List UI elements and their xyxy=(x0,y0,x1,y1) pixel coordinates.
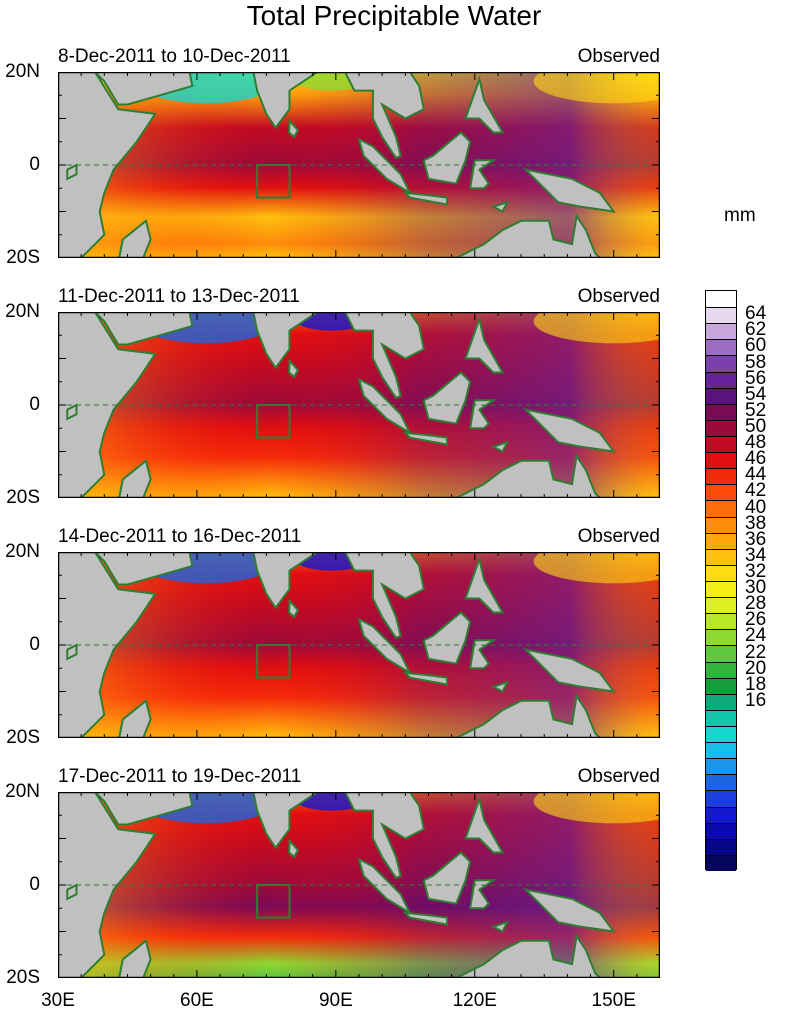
colorbar-swatch xyxy=(706,484,736,501)
colorbar-swatch xyxy=(706,419,736,436)
panel-status: Observed xyxy=(577,526,660,547)
colorbar-label: 44 xyxy=(745,464,767,486)
colorbar-label: 56 xyxy=(745,367,767,389)
latitude-label: 0 xyxy=(29,634,40,655)
colorbar-label: 24 xyxy=(745,625,767,647)
colorbar-swatch xyxy=(706,742,736,759)
latitude-label: 0 xyxy=(29,154,40,175)
colorbar-label: 16 xyxy=(745,689,767,711)
colorbar-label: 38 xyxy=(745,512,767,534)
tpw-map-panel xyxy=(58,552,660,738)
chart-title: Total Precipitable Water xyxy=(246,0,542,31)
colorbar-swatch xyxy=(706,822,736,839)
colorbar-swatch xyxy=(706,838,736,855)
colorbar-swatch xyxy=(706,355,736,372)
panel-date-range: 17-Dec-2011 to 19-Dec-2011 xyxy=(58,766,302,787)
panel-status: Observed xyxy=(577,46,660,67)
colorbar-swatch xyxy=(706,613,736,630)
unit-label: mm xyxy=(724,205,756,226)
colorbar-swatch xyxy=(706,452,736,469)
colorbar-swatch xyxy=(706,677,736,694)
colorbar-swatch xyxy=(706,403,736,420)
colorbar-label: 28 xyxy=(745,593,767,615)
colorbar-label: 40 xyxy=(745,496,767,518)
colorbar xyxy=(705,290,737,871)
colorbar-swatch xyxy=(706,758,736,775)
tpw-map-panel xyxy=(58,312,660,498)
colorbar-swatch xyxy=(706,726,736,743)
panel-date-range: 14-Dec-2011 to 16-Dec-2011 xyxy=(58,526,302,547)
panel-status: Observed xyxy=(577,766,660,787)
colorbar-label: 30 xyxy=(745,577,767,599)
tpw-map-panel xyxy=(58,792,660,978)
colorbar-label: 46 xyxy=(745,448,767,470)
colorbar-label: 62 xyxy=(745,319,767,341)
colorbar-swatch xyxy=(706,661,736,678)
colorbar-swatch xyxy=(706,806,736,823)
colorbar-swatch xyxy=(706,854,736,871)
colorbar-swatch xyxy=(706,709,736,726)
colorbar-label: 26 xyxy=(745,609,767,631)
colorbar-swatch xyxy=(706,693,736,710)
colorbar-label: 20 xyxy=(745,657,767,679)
tpw-map-panel xyxy=(58,72,660,258)
colorbar-swatch xyxy=(706,291,736,308)
panel-status: Observed xyxy=(577,286,660,307)
colorbar-swatch xyxy=(706,645,736,662)
latitude-label: 20S xyxy=(6,727,40,748)
colorbar-label: 22 xyxy=(745,641,767,663)
colorbar-label: 64 xyxy=(745,303,767,325)
latitude-label: 20S xyxy=(6,967,40,988)
colorbar-label: 60 xyxy=(745,335,767,357)
colorbar-swatch xyxy=(706,323,736,340)
colorbar-swatch xyxy=(706,790,736,807)
colorbar-swatch xyxy=(706,500,736,517)
longitude-label: 120E xyxy=(452,990,497,1011)
colorbar-swatch xyxy=(706,774,736,791)
latitude-label: 20N xyxy=(5,781,40,802)
longitude-label: 150E xyxy=(591,990,636,1011)
latitude-label: 0 xyxy=(29,874,40,895)
colorbar-label: 42 xyxy=(745,480,767,502)
colorbar-swatch xyxy=(706,339,736,356)
longitude-label: 30E xyxy=(41,990,75,1011)
colorbar-swatch xyxy=(706,532,736,549)
colorbar-label: 58 xyxy=(745,351,767,373)
colorbar-swatch xyxy=(706,387,736,404)
latitude-label: 20N xyxy=(5,61,40,82)
colorbar-swatch xyxy=(706,548,736,565)
colorbar-label: 54 xyxy=(745,383,767,405)
colorbar-label: 34 xyxy=(745,544,767,566)
colorbar-swatch xyxy=(706,436,736,453)
colorbar-swatch xyxy=(706,371,736,388)
colorbar-label: 52 xyxy=(745,399,767,421)
colorbar-swatch xyxy=(706,564,736,581)
colorbar-swatch xyxy=(706,597,736,614)
panel-date-range: 8-Dec-2011 to 10-Dec-2011 xyxy=(58,46,291,67)
longitude-label: 60E xyxy=(180,990,214,1011)
panel-date-range: 11-Dec-2011 to 13-Dec-2011 xyxy=(58,286,300,307)
colorbar-swatch xyxy=(706,468,736,485)
longitude-label: 90E xyxy=(318,990,353,1011)
latitude-label: 0 xyxy=(29,394,40,415)
colorbar-label: 32 xyxy=(745,560,767,582)
colorbar-swatch xyxy=(706,629,736,646)
colorbar-label: 48 xyxy=(745,432,767,454)
latitude-label: 20N xyxy=(5,541,40,562)
colorbar-swatch xyxy=(706,581,736,598)
colorbar-swatch xyxy=(706,516,736,533)
colorbar-label: 18 xyxy=(745,673,767,695)
latitude-label: 20S xyxy=(6,487,40,508)
colorbar-label: 36 xyxy=(745,528,767,550)
colorbar-label: 50 xyxy=(745,415,767,437)
latitude-label: 20N xyxy=(5,301,40,322)
latitude-label: 20S xyxy=(6,247,40,268)
colorbar-swatch xyxy=(706,307,736,324)
